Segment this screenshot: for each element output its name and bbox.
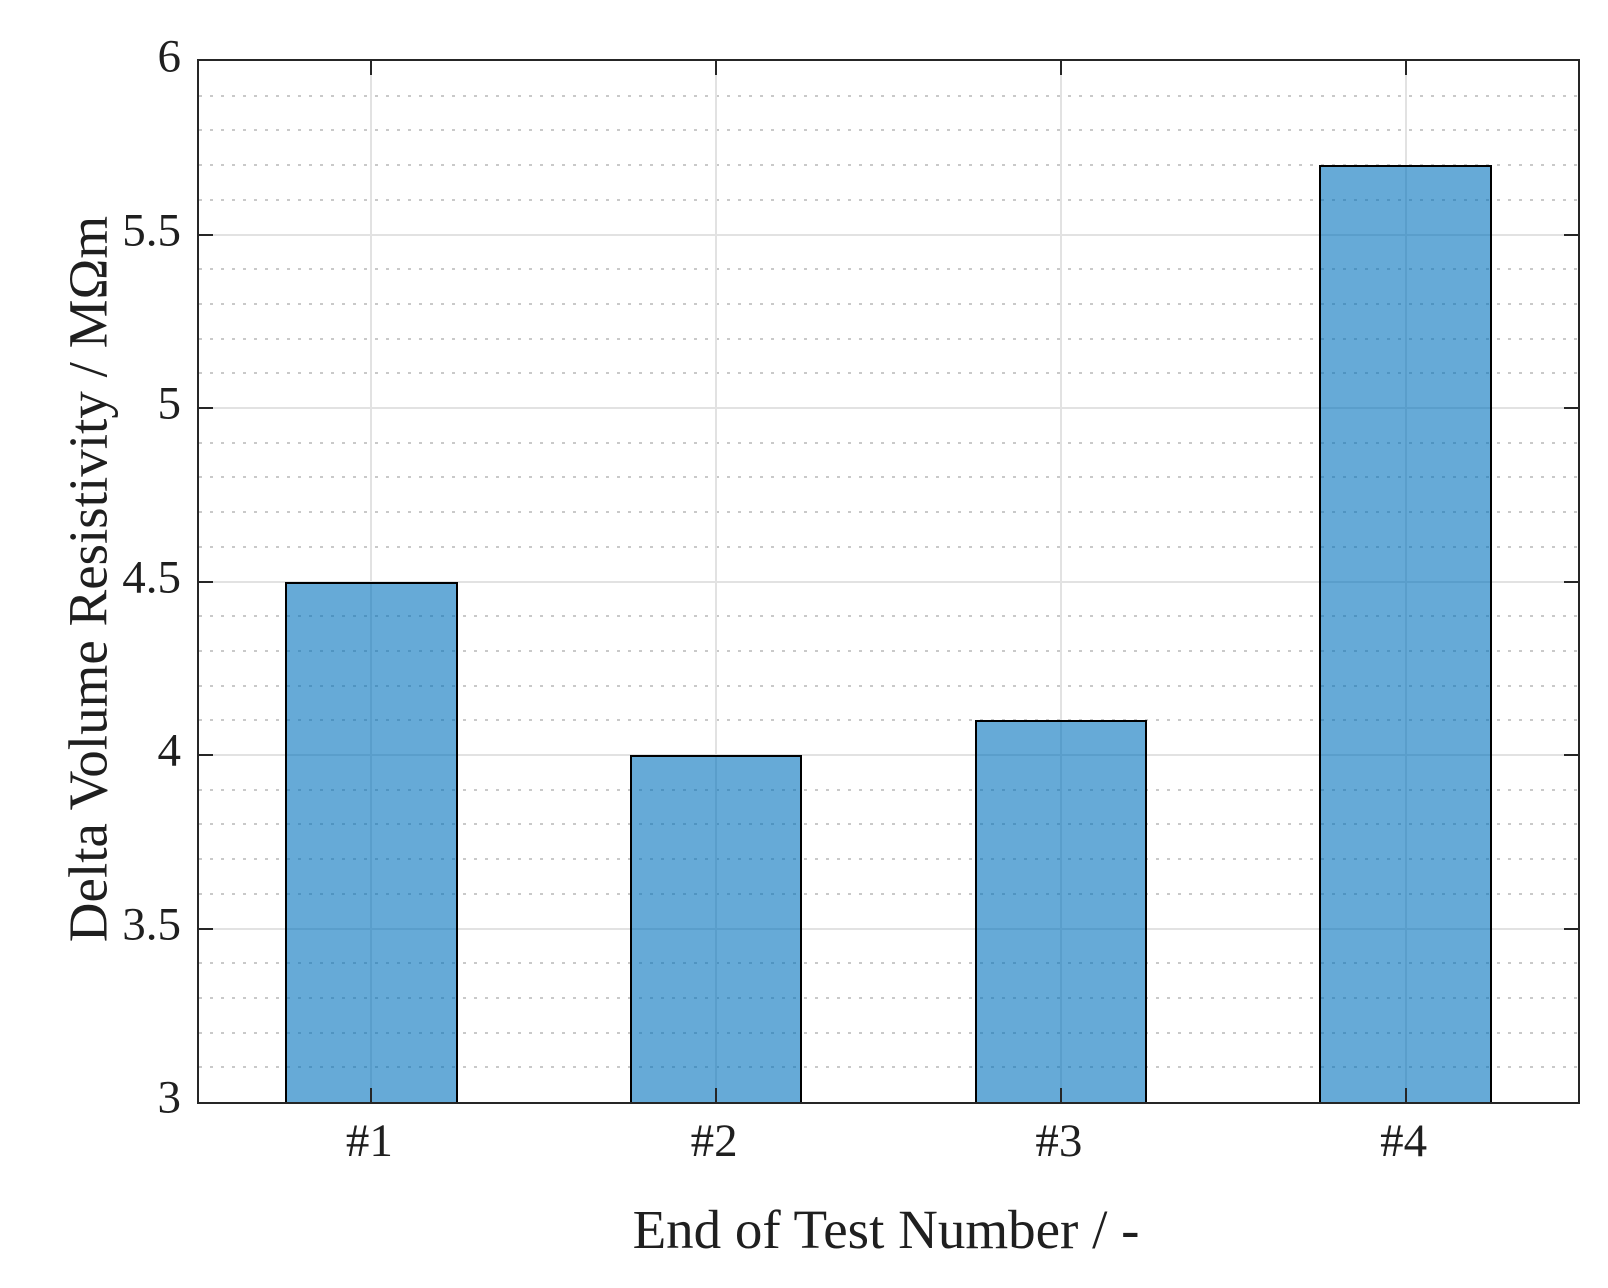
y-tick-mark (199, 407, 213, 409)
plot-area (197, 59, 1580, 1104)
y-tick-label: 4.5 (122, 551, 181, 604)
ticks-layer (199, 61, 1578, 1102)
major-gridline (199, 233, 1578, 236)
y-tick-label: 5.5 (122, 204, 181, 257)
minor-gridline (199, 962, 1578, 965)
minor-gridline (199, 615, 1578, 618)
major-gridline (199, 580, 1578, 583)
minor-gridline (199, 892, 1578, 895)
bar-1 (285, 581, 458, 1102)
x-tick-label: #4 (1380, 1115, 1428, 1167)
x-tick-mark (370, 1088, 373, 1102)
major-gridline (199, 754, 1578, 756)
y-tick-mark (199, 754, 213, 756)
x-tick-mark (1404, 61, 1407, 75)
minor-gridline (199, 858, 1578, 861)
minor-gridline (199, 302, 1578, 305)
minor-gridline (199, 94, 1578, 97)
minor-gridline (199, 545, 1578, 548)
y-tick-mark (1564, 407, 1578, 409)
x-tick-label: #2 (690, 1115, 738, 1167)
x-tick-mark (1404, 1088, 1407, 1102)
minor-gridline (199, 164, 1578, 167)
major-gridline (199, 407, 1578, 409)
x-tick-mark (715, 1088, 718, 1102)
x-tick-mark (1059, 61, 1062, 75)
y-tick-label: 4 (157, 724, 182, 777)
y-tick-mark (1564, 754, 1578, 756)
minor-gridline (199, 372, 1578, 375)
bar-2 (629, 755, 803, 1102)
x-tick-mark (370, 61, 373, 75)
y-tick-label: 3 (157, 1071, 182, 1124)
x-tick-mark (715, 61, 718, 75)
y-tick-label: 5 (157, 377, 182, 430)
minor-gridline (199, 1066, 1578, 1069)
x-tick-mark (1059, 1088, 1062, 1102)
minor-gridline (199, 476, 1578, 479)
minor-gridline (199, 441, 1578, 444)
minor-gridline (199, 788, 1578, 791)
minor-gridline (199, 1031, 1578, 1034)
y-tick-mark (199, 580, 213, 583)
x-tick-label: #3 (1035, 1115, 1083, 1167)
minor-gridline (199, 268, 1578, 271)
bar-4 (1319, 165, 1492, 1102)
major-gridline (199, 927, 1578, 930)
minor-gridline (199, 129, 1578, 132)
minor-gridline (199, 996, 1578, 999)
minor-gridline (199, 198, 1578, 201)
minor-gridline (199, 649, 1578, 652)
y-tick-mark (199, 233, 213, 236)
y-tick-mark (1564, 580, 1578, 583)
vertical-gridline (1059, 61, 1062, 1102)
minor-gridline (199, 684, 1578, 687)
y-tick-label: 6 (157, 30, 182, 83)
y-tick-mark (1564, 233, 1578, 236)
y-axis-label: Delta Volume Resistivity / MΩm (57, 215, 119, 943)
minor-gridline (199, 823, 1578, 826)
minor-gridline (199, 719, 1578, 722)
x-axis-label: End of Test Number / - (632, 1199, 1140, 1260)
y-tick-mark (199, 927, 213, 930)
vertical-gridline (715, 61, 718, 1102)
y-tick-mark (1564, 927, 1578, 930)
minor-gridline (199, 337, 1578, 340)
x-tick-label: #1 (345, 1115, 393, 1167)
minor-gridline (199, 511, 1578, 514)
bar-3 (974, 720, 1148, 1102)
bars-layer (199, 61, 1578, 1102)
y-tick-label: 3.5 (122, 898, 181, 951)
